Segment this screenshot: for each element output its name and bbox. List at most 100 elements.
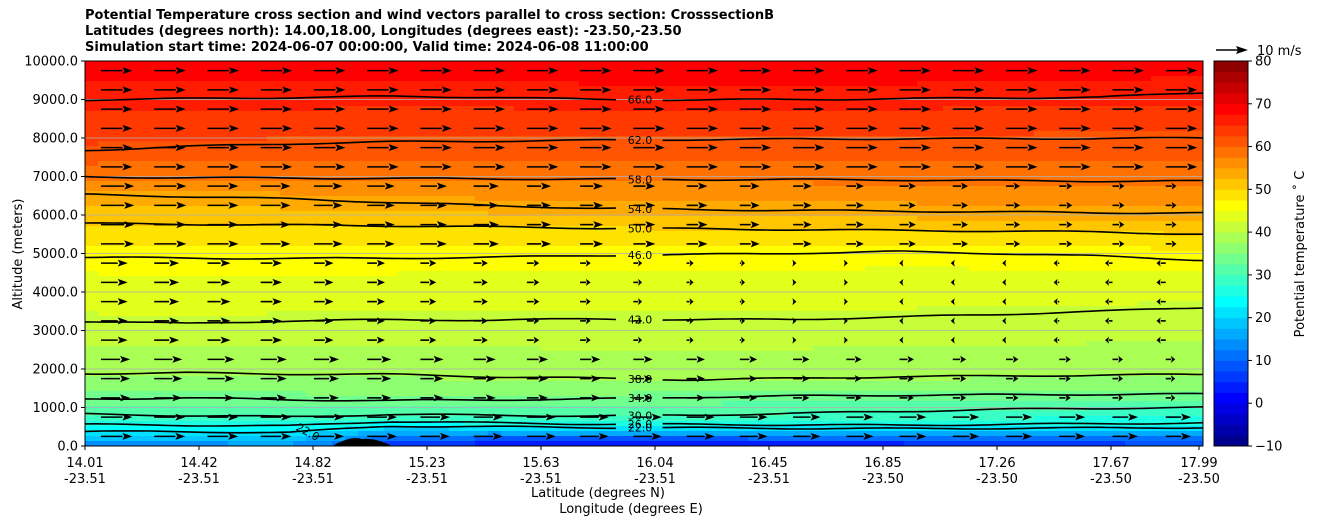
field-cell bbox=[319, 191, 333, 197]
field-cell bbox=[85, 91, 99, 97]
field-cell bbox=[605, 346, 619, 352]
field-cell bbox=[189, 86, 203, 92]
field-cell bbox=[631, 71, 645, 77]
field-cell bbox=[631, 381, 645, 387]
field-cell bbox=[345, 331, 359, 337]
field-cell bbox=[410, 271, 424, 277]
field-cell bbox=[150, 436, 164, 442]
field-cell bbox=[878, 176, 892, 182]
field-cell bbox=[618, 356, 632, 362]
field-cell bbox=[670, 121, 684, 127]
field-cell bbox=[826, 396, 840, 402]
field-cell bbox=[852, 196, 866, 202]
field-cell bbox=[904, 101, 918, 107]
field-cell bbox=[787, 181, 801, 187]
field-cell bbox=[618, 321, 632, 327]
field-cell bbox=[787, 371, 801, 377]
field-cell bbox=[709, 71, 723, 77]
field-cell bbox=[124, 186, 138, 192]
field-cell bbox=[280, 331, 294, 337]
field-cell bbox=[488, 171, 502, 177]
field-cell bbox=[631, 216, 645, 222]
field-cell bbox=[306, 211, 320, 217]
field-cell bbox=[150, 231, 164, 237]
field-cell bbox=[267, 131, 281, 137]
field-cell bbox=[891, 241, 905, 247]
field-cell bbox=[267, 81, 281, 87]
field-cell bbox=[670, 396, 684, 402]
field-cell bbox=[514, 431, 528, 437]
field-cell bbox=[137, 111, 151, 117]
field-cell bbox=[371, 111, 385, 117]
field-cell bbox=[683, 171, 697, 177]
field-cell bbox=[761, 321, 775, 327]
field-cell bbox=[917, 351, 931, 357]
field-cell bbox=[618, 111, 632, 117]
field-cell bbox=[475, 141, 489, 147]
field-cell bbox=[605, 241, 619, 247]
field-cell bbox=[202, 391, 216, 397]
field-cell bbox=[397, 186, 411, 192]
field-cell bbox=[436, 331, 450, 337]
field-cell bbox=[670, 301, 684, 307]
field-cell bbox=[891, 361, 905, 367]
field-cell bbox=[826, 116, 840, 122]
field-cell bbox=[865, 341, 879, 347]
field-cell bbox=[605, 416, 619, 422]
field-cell bbox=[189, 66, 203, 72]
field-cell bbox=[813, 321, 827, 327]
field-cell bbox=[852, 406, 866, 412]
field-cell bbox=[670, 156, 684, 162]
field-cell bbox=[735, 121, 749, 127]
field-cell bbox=[787, 236, 801, 242]
field-cell bbox=[592, 291, 606, 297]
field-cell bbox=[618, 431, 632, 437]
field-cell bbox=[501, 86, 515, 92]
field-cell bbox=[137, 326, 151, 332]
field-cell bbox=[540, 211, 554, 217]
field-cell bbox=[228, 301, 242, 307]
field-cell bbox=[449, 61, 463, 67]
field-cell bbox=[293, 171, 307, 177]
field-cell bbox=[592, 331, 606, 337]
field-cell bbox=[904, 281, 918, 287]
field-cell bbox=[748, 86, 762, 92]
field-cell bbox=[670, 316, 684, 322]
field-cell bbox=[475, 271, 489, 277]
field-cell bbox=[904, 321, 918, 327]
field-cell bbox=[800, 181, 814, 187]
field-cell bbox=[319, 121, 333, 127]
field-cell bbox=[423, 341, 437, 347]
field-cell bbox=[150, 191, 164, 197]
field-cell bbox=[839, 191, 853, 197]
field-cell bbox=[358, 81, 372, 87]
field-cell bbox=[280, 321, 294, 327]
field-cell bbox=[202, 216, 216, 222]
field-cell bbox=[449, 216, 463, 222]
field-cell bbox=[839, 86, 853, 92]
field-cell bbox=[891, 256, 905, 262]
field-cell bbox=[904, 81, 918, 87]
field-cell bbox=[293, 181, 307, 187]
field-cell bbox=[605, 336, 619, 342]
field-cell bbox=[410, 156, 424, 162]
field-cell bbox=[384, 436, 398, 442]
field-cell bbox=[306, 161, 320, 167]
field-cell bbox=[787, 141, 801, 147]
field-cell bbox=[579, 281, 593, 287]
field-cell bbox=[293, 271, 307, 277]
field-cell bbox=[800, 306, 814, 312]
field-cell bbox=[345, 186, 359, 192]
field-cell bbox=[540, 311, 554, 317]
field-cell bbox=[501, 341, 515, 347]
field-cell bbox=[371, 216, 385, 222]
field-cell bbox=[267, 436, 281, 442]
field-cell bbox=[540, 81, 554, 87]
field-cell bbox=[254, 351, 268, 357]
field-cell bbox=[904, 186, 918, 192]
field-cell bbox=[358, 146, 372, 152]
field-cell bbox=[462, 276, 476, 282]
field-cell bbox=[748, 71, 762, 77]
field-cell bbox=[332, 216, 346, 222]
field-cell bbox=[332, 286, 346, 292]
